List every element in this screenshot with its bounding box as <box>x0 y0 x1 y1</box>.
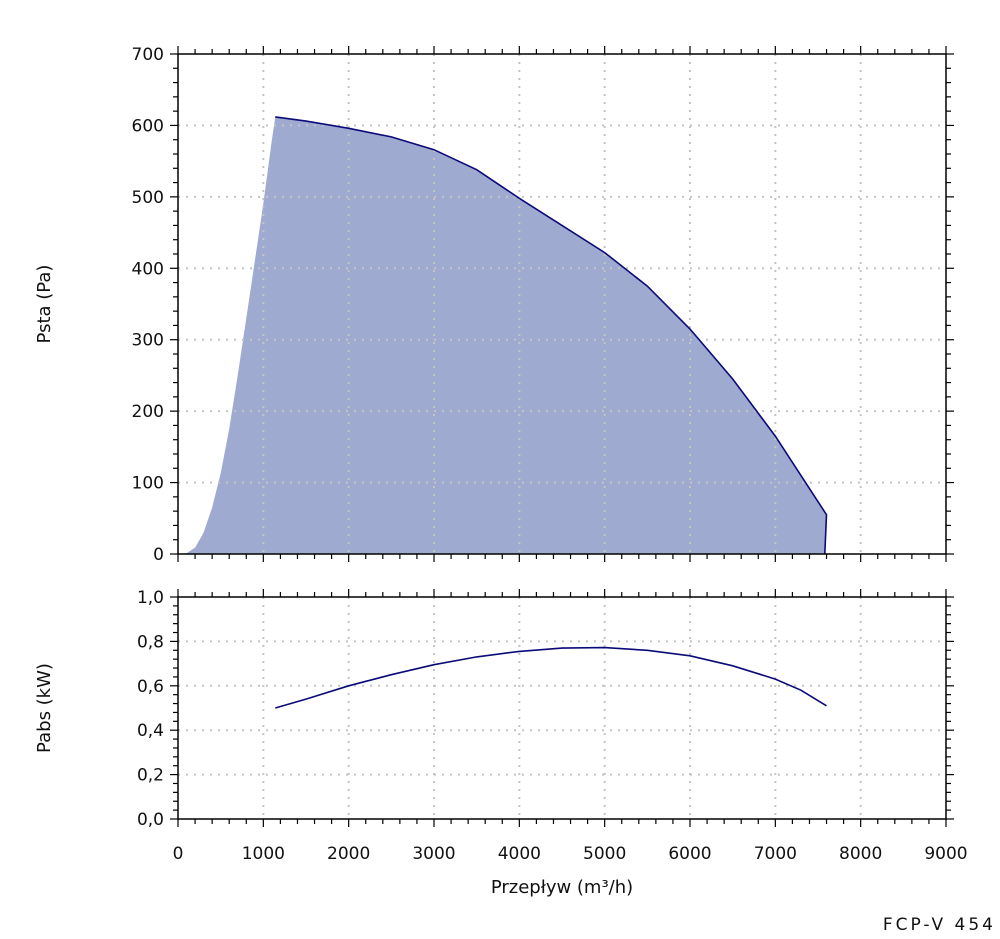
y-tick-label: 0,6 <box>137 677 164 697</box>
x-axis-title: Przepływ (m³/h) <box>491 877 633 898</box>
x-tick-label: 9000 <box>924 844 967 864</box>
y-tick-label: 400 <box>132 259 164 279</box>
y-tick-label: 100 <box>132 474 164 494</box>
model-label: FCP-V 454 <box>882 915 996 935</box>
y-tick-label: 300 <box>132 331 164 351</box>
y-tick-label: 0,0 <box>137 810 164 830</box>
x-tick-label: 1000 <box>242 844 285 864</box>
y-axis-title: Psta (Pa) <box>34 265 55 344</box>
y-tick-label: 700 <box>132 45 164 65</box>
pressure-curve <box>275 116 828 555</box>
x-tick-label: 8000 <box>839 844 882 864</box>
y-axis-title: Pabs (kW) <box>34 663 55 753</box>
power-curve <box>275 646 827 709</box>
x-tick-label: 6000 <box>668 844 711 864</box>
x-tick-label: 4000 <box>498 844 541 864</box>
y-tick-label: 0,8 <box>137 632 164 652</box>
y-tick-label: 1,0 <box>137 588 164 608</box>
y-tick-label: 0 <box>153 545 164 565</box>
y-tick-label: 200 <box>132 402 164 422</box>
y-tick-label: 600 <box>132 116 164 136</box>
x-tick-label: 5000 <box>583 844 626 864</box>
x-tick-label: 7000 <box>754 844 797 864</box>
y-tick-label: 0,2 <box>137 766 164 786</box>
x-tick-label: 2000 <box>327 844 370 864</box>
plot-frame <box>177 596 947 820</box>
plot-frame <box>177 53 947 555</box>
x-tick-label: 0 <box>173 844 184 864</box>
y-tick-label: 0,4 <box>137 721 164 741</box>
x-tick-label: 3000 <box>412 844 455 864</box>
y-tick-label: 500 <box>132 188 164 208</box>
operating-area-fill <box>178 116 827 555</box>
